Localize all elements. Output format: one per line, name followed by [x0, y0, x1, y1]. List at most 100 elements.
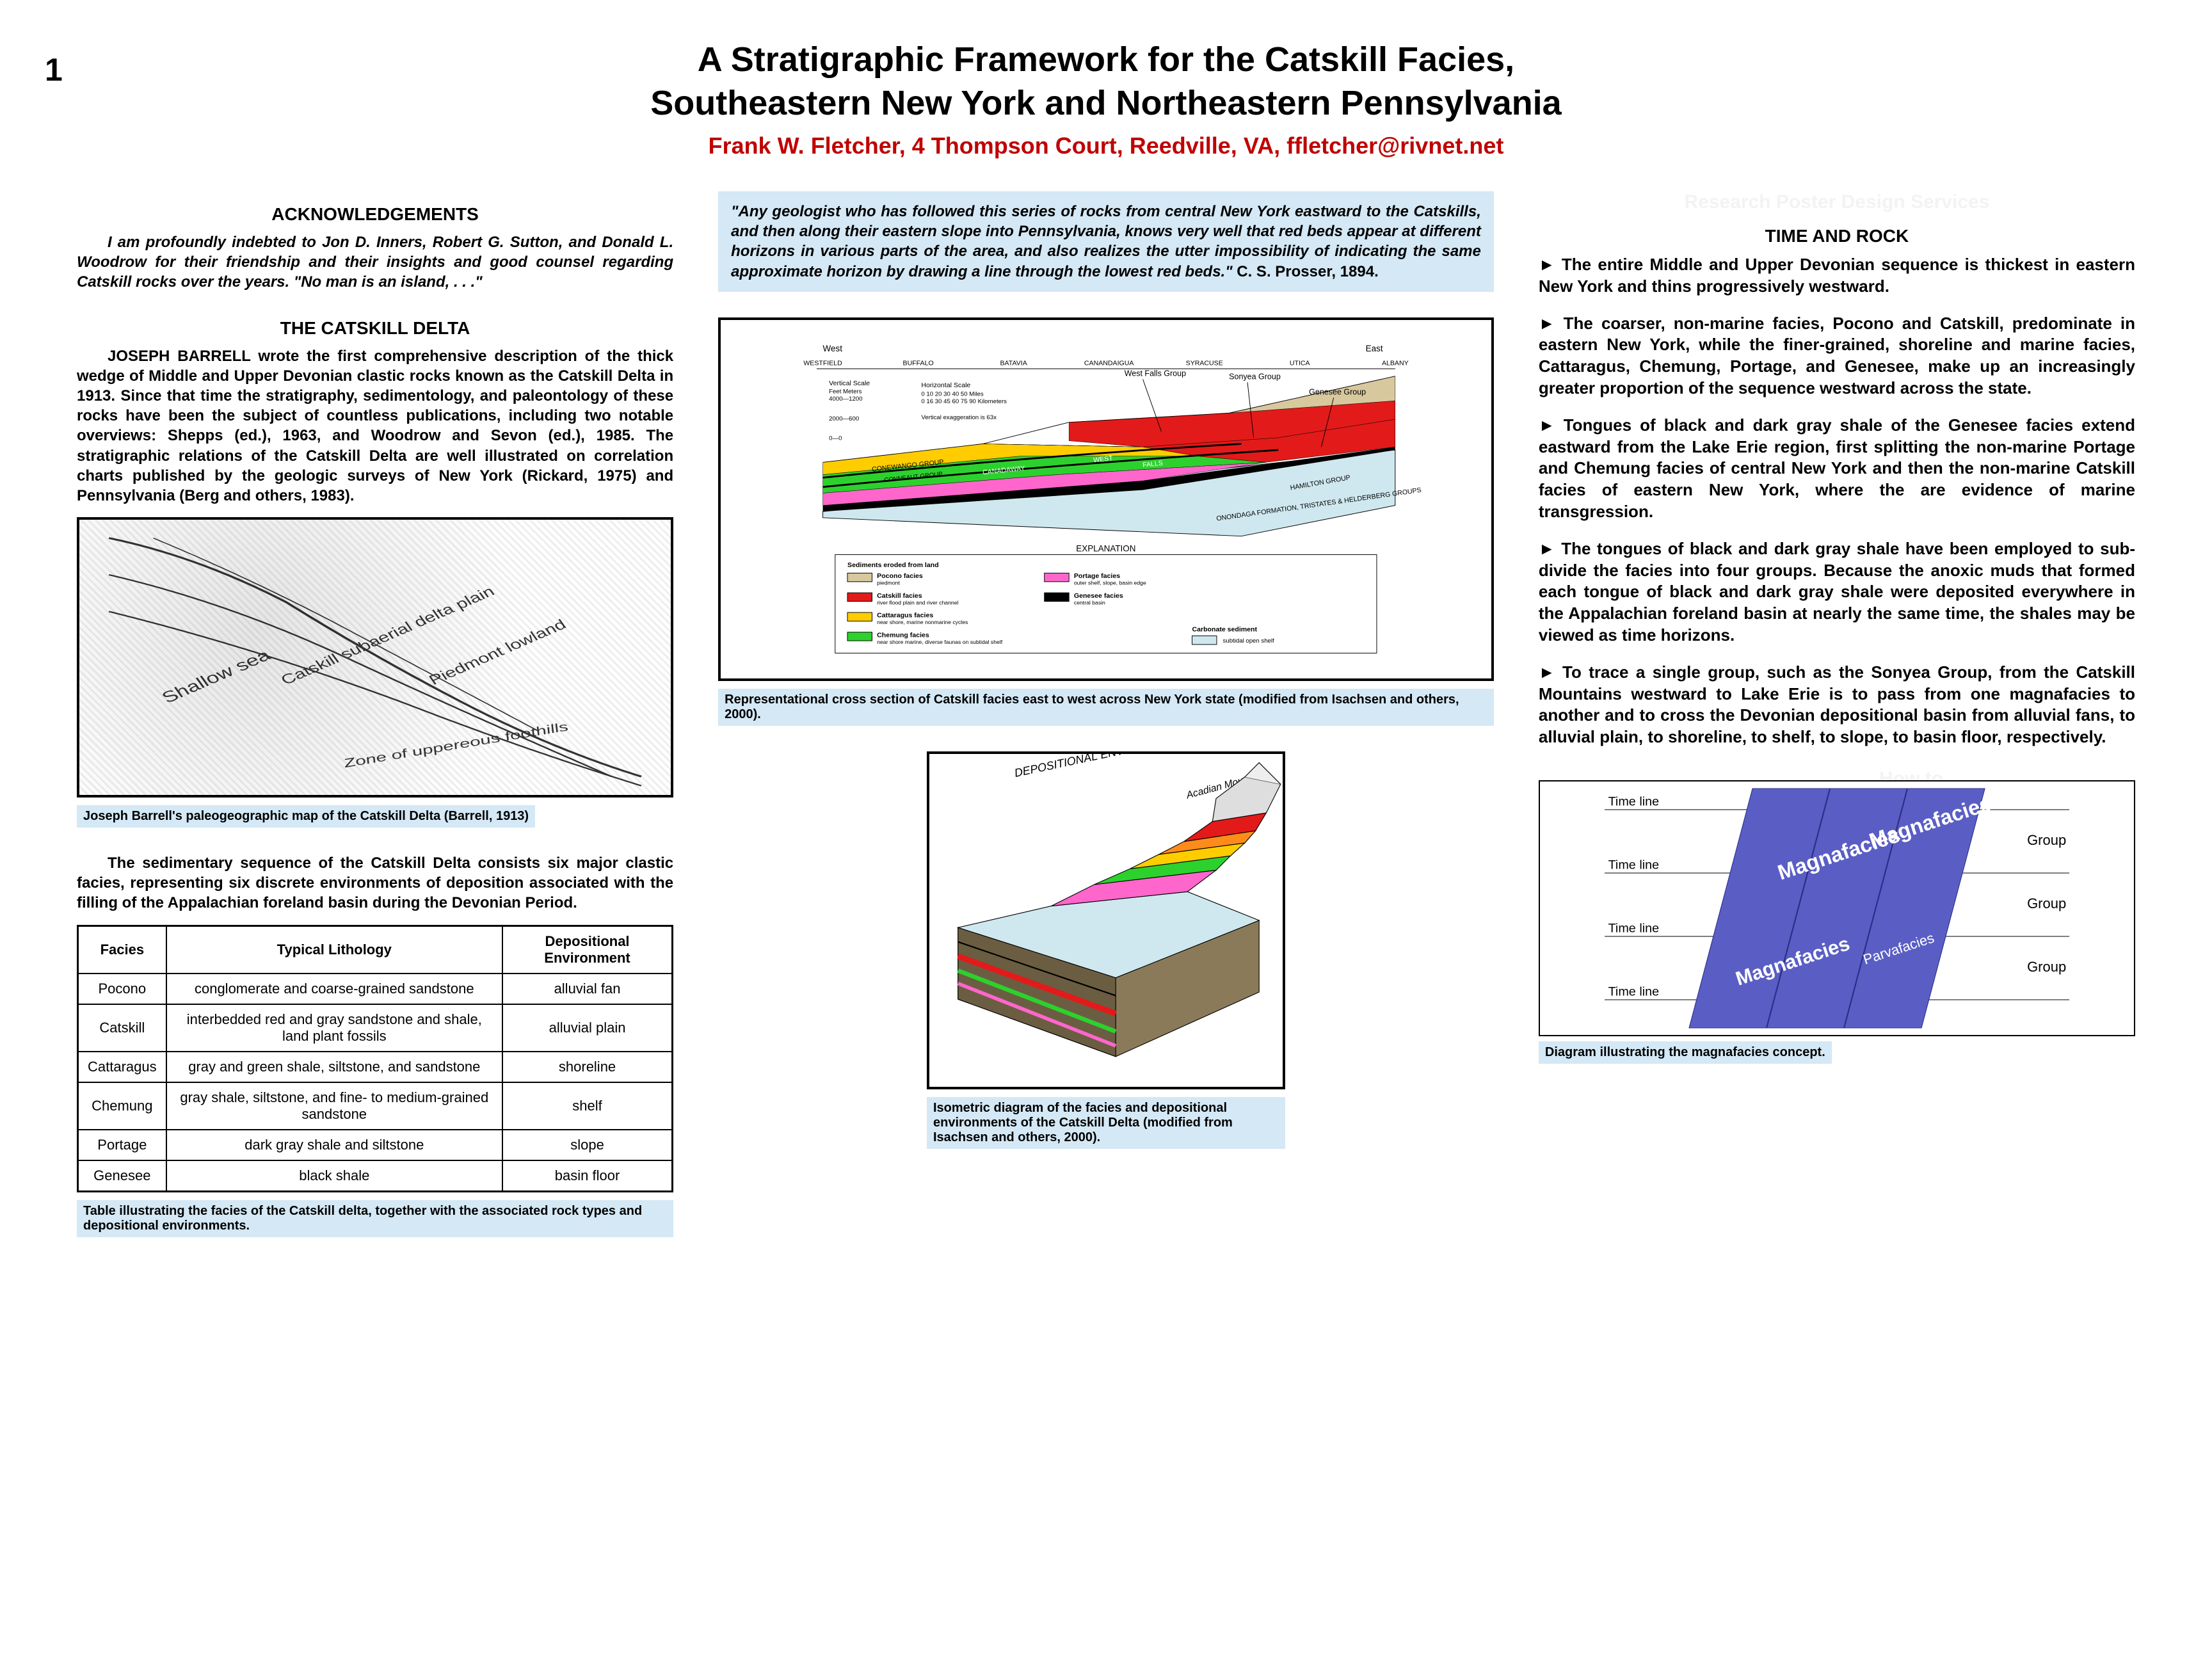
table-row: Catskillinterbedded red and gray sandsto… [78, 1004, 673, 1052]
table-row: Cattaragusgray and green shale, siltston… [78, 1052, 673, 1082]
isometric-figure: DEPOSITIONAL ENVIRONMENTS Acadian Mounta… [927, 751, 1285, 1089]
table-cell: conglomerate and coarse-grained sandston… [166, 974, 502, 1004]
quote-box: "Any geologist who has followed this ser… [718, 191, 1494, 292]
table-row: Poconoconglomerate and coarse-grained sa… [78, 974, 673, 1004]
bullet-item: ► The coarser, non-marine facies, Pocono… [1539, 313, 2135, 399]
svg-text:WESTFIELD: WESTFIELD [803, 359, 842, 367]
svg-text:Piedmont lowland: Piedmont lowland [424, 617, 572, 687]
title-line2: Southeastern New York and Northeastern P… [51, 82, 2161, 125]
svg-text:Group: Group [2027, 959, 2066, 975]
svg-text:2000—600: 2000—600 [829, 415, 859, 422]
svg-text:central basin: central basin [1074, 599, 1105, 605]
svg-text:West: West [823, 344, 843, 353]
svg-text:ALBANY: ALBANY [1382, 359, 1409, 367]
svg-text:Vertical exaggeration is 63x: Vertical exaggeration is 63x [922, 414, 997, 421]
bullets-container: ► The entire Middle and Upper Devonian s… [1539, 254, 2135, 748]
svg-text:Feet Meters: Feet Meters [829, 388, 862, 395]
columns-wrapper: ACKNOWLEDGEMENTS I am profoundly indebte… [51, 191, 2161, 1237]
svg-text:DEPOSITIONAL ENVIRONMENTS: DEPOSITIONAL ENVIRONMENTS [1013, 754, 1192, 780]
svg-text:Carbonate sediment: Carbonate sediment [1192, 625, 1258, 633]
paleomap-caption: Joseph Barrell's paleogeographic map of … [77, 805, 535, 828]
svg-text:piedmont: piedmont [877, 579, 900, 586]
right-column: Research Poster Design Services TIME AND… [1539, 191, 2135, 1237]
svg-text:Catskill subaerial delta plain: Catskill subaerial delta plain [276, 584, 499, 687]
svg-text:Sediments eroded from land: Sediments eroded from land [847, 561, 939, 569]
ack-text-content: I am profoundly indebted to Jon D. Inner… [77, 234, 673, 291]
table-cell: basin floor [502, 1160, 673, 1192]
svg-text:Shallow sea: Shallow sea [156, 647, 275, 706]
table-cell: black shale [166, 1160, 502, 1192]
seq-para-content: The sedimentary sequence of the Catskill… [77, 854, 673, 911]
svg-text:4000—1200: 4000—1200 [829, 396, 862, 403]
svg-text:Group: Group [2027, 832, 2066, 848]
table-cell: Pocono [78, 974, 166, 1004]
svg-text:Catskill facies: Catskill facies [877, 592, 922, 600]
author-line: Frank W. Fletcher, 4 Thompson Court, Ree… [51, 132, 2161, 159]
svg-text:near shore marine, diverse fau: near shore marine, diverse faunas on sub… [877, 639, 1003, 645]
table-cell: Genesee [78, 1160, 166, 1192]
svg-text:BATAVIA: BATAVIA [1000, 359, 1028, 367]
svg-text:Genesee Group: Genesee Group [1309, 387, 1366, 396]
table-cell: Catskill [78, 1004, 166, 1052]
table-cell: Cattaragus [78, 1052, 166, 1082]
table-row: Portagedark gray shale and siltstoneslop… [78, 1130, 673, 1160]
facies-table: FaciesTypical LithologyDepositional Envi… [77, 925, 673, 1192]
table-row: Chemunggray shale, siltstone, and fine- … [78, 1082, 673, 1130]
time-rock-heading: TIME AND ROCK [1539, 226, 2135, 246]
svg-text:Portage facies: Portage facies [1074, 572, 1120, 580]
crosssec-caption: Representational cross section of Catski… [718, 689, 1494, 726]
table-cell: dark gray shale and siltstone [166, 1130, 502, 1160]
ack-text: I am profoundly indebted to Jon D. Inner… [77, 232, 673, 293]
svg-text:subtidal open shelf: subtidal open shelf [1223, 637, 1274, 645]
title-line1: A Stratigraphic Framework for the Catski… [51, 38, 2161, 82]
table-cell: gray shale, siltstone, and fine- to medi… [166, 1082, 502, 1130]
table-header: Facies [78, 926, 166, 974]
iso-caption: Isometric diagram of the facies and depo… [927, 1097, 1285, 1149]
svg-text:Vertical Scale: Vertical Scale [829, 380, 870, 387]
paleomap-image: Shallow sea Catskill subaerial delta pla… [79, 520, 671, 795]
svg-text:Genesee facies: Genesee facies [1074, 592, 1123, 600]
bullet-item: ► To trace a single group, such as the S… [1539, 662, 2135, 748]
poster-header: A Stratigraphic Framework for the Catski… [51, 38, 2161, 159]
svg-text:Group: Group [2027, 895, 2066, 911]
svg-text:Time line: Time line [1608, 858, 1659, 872]
table-cell: alluvial fan [502, 974, 673, 1004]
svg-text:East: East [1366, 344, 1383, 353]
svg-text:river flood plain and river ch: river flood plain and river channel [877, 599, 958, 605]
table-cell: slope [502, 1130, 673, 1160]
svg-text:near shore, marine nonmarine c: near shore, marine nonmarine cycles [877, 619, 968, 625]
table-header: Typical Lithology [166, 926, 502, 974]
bullet-item: ► The tongues of black and dark gray sha… [1539, 538, 2135, 646]
ack-heading: ACKNOWLEDGEMENTS [77, 204, 673, 225]
table-cell: shoreline [502, 1052, 673, 1082]
svg-text:CANANDAIGUA: CANANDAIGUA [1084, 359, 1134, 367]
svg-text:Horizontal Scale: Horizontal Scale [922, 381, 971, 389]
svg-text:BUFFALO: BUFFALO [903, 359, 934, 367]
table-header: Depositional Environment [502, 926, 673, 974]
svg-text:UTICA: UTICA [1290, 359, 1311, 367]
bullet-item: ► The entire Middle and Upper Devonian s… [1539, 254, 2135, 298]
magnafacies-figure: Time line Group Time line Group Time line Gro… [1539, 780, 2135, 1036]
table-cell: Chemung [78, 1082, 166, 1130]
svg-text:Pocono facies: Pocono facies [877, 572, 923, 580]
bullet-item: ► Tongues of black and dark gray shale o… [1539, 415, 2135, 523]
svg-text:0 16 30 45 60 75 90 Kilometer: 0 16 30 45 60 75 90 Kilometers [922, 398, 1007, 405]
svg-text:SYRACUSE: SYRACUSE [1186, 359, 1223, 367]
svg-text:Cattaragus facies: Cattaragus facies [877, 611, 933, 619]
svg-text:EXPLANATION: EXPLANATION [1076, 543, 1135, 553]
svg-text:outer shelf, slope, basin edge: outer shelf, slope, basin edge [1074, 579, 1146, 586]
seq-para: The sedimentary sequence of the Catskill… [77, 853, 673, 913]
delta-para: JOSEPH BARRELL wrote the first comprehen… [77, 346, 673, 506]
delta-heading: THE CATSKILL DELTA [77, 318, 673, 339]
middle-column: "Any geologist who has followed this ser… [718, 191, 1494, 1237]
page-number: 1 [45, 51, 63, 88]
svg-text:Time line: Time line [1608, 984, 1659, 998]
svg-text:Sonyea Group: Sonyea Group [1229, 372, 1281, 381]
svg-text:0—0: 0—0 [829, 435, 842, 442]
left-column: ACKNOWLEDGEMENTS I am profoundly indebte… [77, 191, 673, 1237]
svg-text:Chemung facies: Chemung facies [877, 631, 929, 639]
quote-attr: C. S. Prosser, 1894. [1237, 263, 1378, 280]
table-cell: alluvial plain [502, 1004, 673, 1052]
table-row: Geneseeblack shalebasin floor [78, 1160, 673, 1192]
svg-text:Time line: Time line [1608, 794, 1659, 808]
